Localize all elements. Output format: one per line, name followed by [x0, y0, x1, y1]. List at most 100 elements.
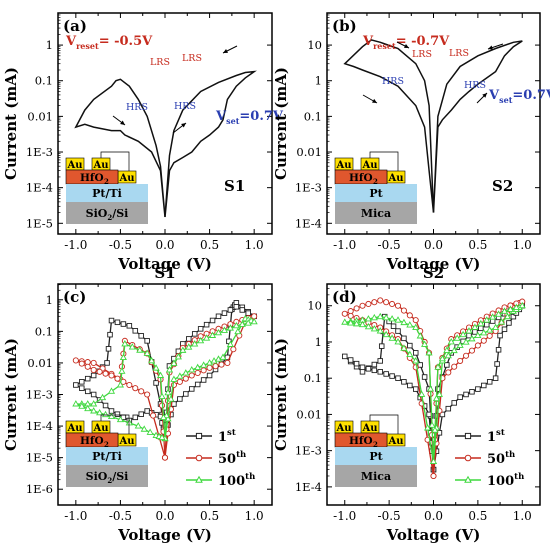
point-100th — [503, 312, 512, 320]
point-100th — [152, 364, 160, 371]
y-tick-label: 1E-4 — [26, 419, 53, 433]
legend-marker — [464, 454, 472, 462]
y-tick-label: 1E-3 — [26, 388, 53, 402]
point-1st — [371, 367, 378, 374]
point-1st — [421, 374, 428, 380]
x-tick-label: 0.5 — [200, 509, 219, 523]
point-100th — [364, 315, 372, 322]
point-1st — [183, 391, 189, 397]
point-1st — [475, 386, 481, 392]
point-100th — [146, 428, 154, 435]
x-tick-label: -1.0 — [64, 238, 87, 252]
point-1st — [407, 382, 413, 389]
point-50th — [96, 368, 103, 375]
series-line-1 — [343, 39, 435, 213]
point-100th — [428, 421, 436, 428]
hrs-label: HRS — [382, 76, 404, 87]
au-label: Au — [335, 423, 351, 434]
point-100th — [197, 336, 205, 344]
point-50th — [206, 364, 213, 371]
lrs-label: LRS — [449, 48, 469, 59]
bottom-electrode-layer — [335, 184, 417, 202]
point-100th — [220, 326, 229, 333]
point-100th — [116, 381, 124, 388]
point-1st — [407, 342, 413, 349]
point-50th — [84, 363, 91, 370]
point-50th — [144, 391, 151, 398]
point-50th — [451, 363, 458, 370]
point-1st — [126, 323, 133, 329]
au-label: Au — [387, 436, 403, 447]
panel-letter: (d) — [332, 288, 357, 306]
point-50th — [462, 352, 470, 359]
panel-a: -1.0 -0.5 0.0 0.5 1.0 1E-5 1E-4 1E-3 0.01 0.1 1 Vol… — [2, 12, 284, 273]
point-50th — [102, 370, 109, 377]
point-50th — [412, 317, 419, 324]
point-100th — [388, 315, 396, 322]
point-50th — [457, 357, 464, 364]
point-100th — [477, 319, 485, 327]
oxide-label: HfO — [349, 172, 373, 184]
point-50th — [90, 359, 97, 366]
arrow-head — [482, 93, 487, 98]
au-label: Au — [361, 160, 377, 171]
x-tick-label: 0.0 — [424, 238, 443, 252]
point-100th — [159, 413, 168, 421]
point-100th — [435, 390, 443, 397]
point-50th — [486, 332, 493, 339]
point-100th — [412, 356, 420, 364]
point-100th — [84, 404, 92, 412]
point-1st — [413, 350, 419, 356]
point-100th — [465, 327, 473, 334]
point-1st — [342, 353, 348, 360]
y-tick-label: 1E-4 — [295, 216, 322, 230]
oxide-subscript: 2 — [104, 177, 109, 186]
point-50th — [200, 367, 207, 374]
panel-letter: (b) — [332, 17, 357, 35]
point-1st — [138, 411, 144, 417]
x-tick-label: -1.0 — [333, 509, 356, 523]
panel-letter: (a) — [63, 17, 87, 35]
panel-title: S1 — [154, 264, 175, 282]
point-100th — [182, 369, 190, 376]
oxide-subscript: 2 — [373, 177, 378, 186]
y-tick-label: 0.01 — [296, 145, 322, 159]
point-100th — [370, 325, 378, 332]
point-1st — [245, 310, 251, 316]
y-tick-label: 1E-3 — [295, 181, 322, 195]
point-100th — [429, 457, 438, 465]
legend-label: 100th — [487, 472, 524, 489]
point-100th — [426, 385, 435, 392]
y-tick-label: 1 — [315, 335, 322, 349]
sample-label: S2 — [492, 177, 513, 195]
point-100th — [416, 332, 424, 339]
point-1st — [188, 386, 195, 392]
point-1st — [383, 371, 389, 377]
point-100th — [456, 341, 464, 348]
x-tick-label: -0.5 — [378, 509, 401, 523]
point-100th — [421, 340, 429, 347]
point-50th — [359, 302, 366, 309]
point-100th — [128, 343, 136, 350]
point-100th — [486, 326, 494, 333]
x-tick-label: 0.0 — [424, 509, 443, 523]
point-100th — [444, 351, 452, 359]
point-50th — [377, 297, 384, 304]
point-50th — [371, 299, 378, 306]
y-tick-label: 0.1 — [304, 109, 322, 123]
series-line-0 — [164, 70, 257, 218]
point-100th — [134, 422, 142, 429]
point-50th — [126, 381, 133, 389]
au-label: Au — [361, 423, 377, 434]
point-50th — [468, 347, 476, 354]
point-1st — [90, 372, 97, 379]
point-100th — [412, 323, 420, 330]
point-100th — [176, 372, 184, 379]
x-tick-label: -1.0 — [333, 238, 356, 252]
point-100th — [90, 400, 98, 407]
series-line-100th — [344, 305, 523, 462]
point-100th — [208, 331, 217, 338]
point-1st — [353, 360, 360, 367]
point-100th — [471, 323, 479, 330]
